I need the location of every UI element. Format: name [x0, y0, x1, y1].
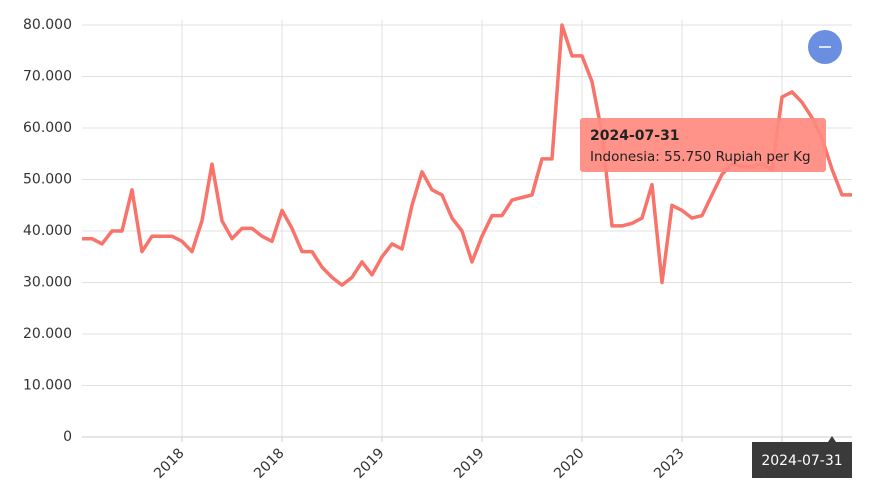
- y-tick-label: 30.000: [23, 275, 72, 291]
- x-tick-label: 2018: [251, 445, 288, 482]
- x-tick-label: 2019: [351, 445, 388, 482]
- y-tick-label: 60.000: [23, 120, 72, 136]
- x-tick-label: 2020: [551, 445, 588, 482]
- tooltip-text: Indonesia: 55.750 Rupiah per Kg: [590, 149, 811, 165]
- tooltip-title: 2024-07-31: [590, 128, 680, 144]
- y-tick-label: 0: [63, 429, 72, 445]
- crosshair-pointer: [828, 436, 836, 442]
- x-tick-label: 2023: [651, 445, 688, 482]
- crosshair-box: [752, 442, 852, 478]
- tooltip: 2024-07-31 Indonesia: 55.750 Rupiah per …: [580, 118, 826, 172]
- y-tick-label: 10.000: [23, 378, 72, 394]
- y-tick-label: 40.000: [23, 223, 72, 239]
- collapse-button[interactable]: [808, 30, 842, 64]
- x-tick-label: 2018: [151, 445, 188, 482]
- y-tick-label: 80.000: [23, 17, 72, 33]
- plot-area: 0 10.000 20.000 30.000 40.000 50.000 60.000 70.…: [23, 17, 852, 482]
- crosshair-label: 2024-07-31: [752, 436, 852, 478]
- line-series: [82, 23, 852, 287]
- y-tick-label: 50.000: [23, 172, 72, 188]
- x-tick-label: 2019: [451, 445, 488, 482]
- tooltip-box: [580, 118, 826, 172]
- y-tick-label: 70.000: [23, 69, 72, 85]
- crosshair-text: 2024-07-31: [761, 453, 842, 469]
- y-tick-label: 20.000: [23, 326, 72, 342]
